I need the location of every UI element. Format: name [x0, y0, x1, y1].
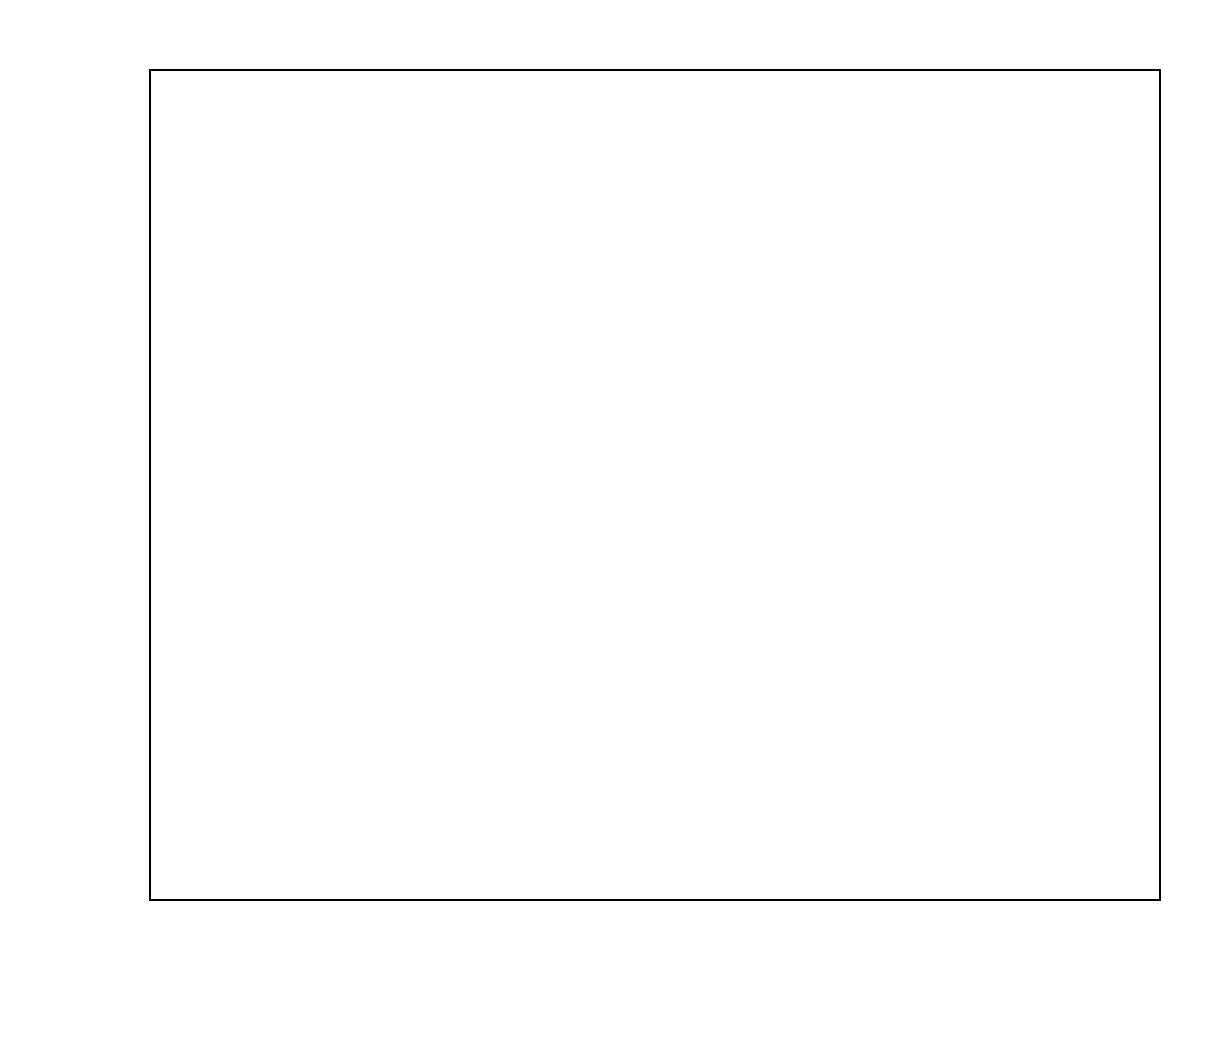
- plot-frame: [150, 70, 1160, 900]
- dqdv-chart: [0, 0, 1205, 1041]
